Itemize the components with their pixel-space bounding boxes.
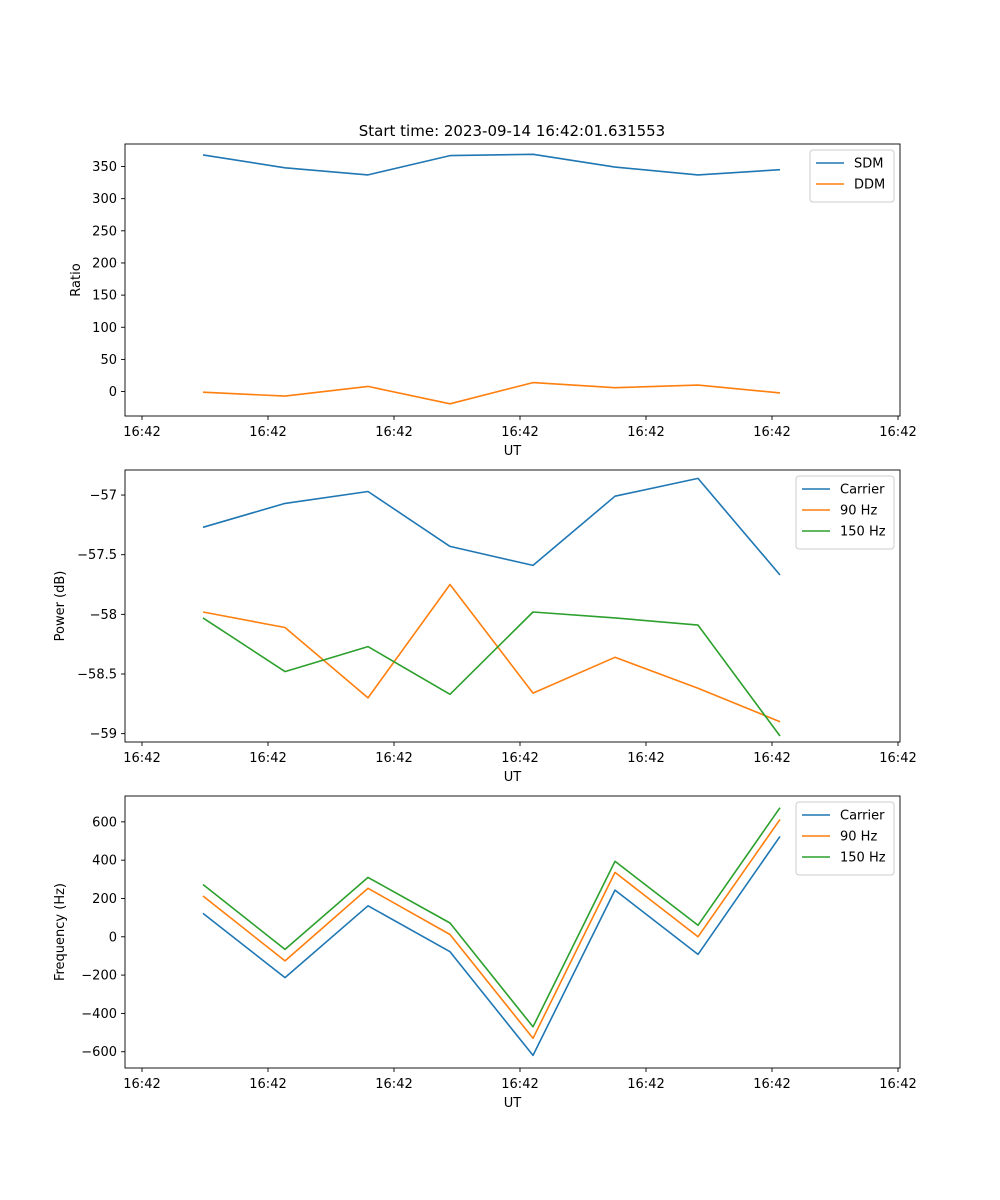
y-tick-label: 300 <box>92 192 117 207</box>
x-tick-label: 16:42 <box>879 1077 916 1092</box>
x-tick-label: 16:42 <box>123 1077 160 1092</box>
y-tick-label: 0 <box>109 930 117 945</box>
series-line-ddm <box>202 381 781 405</box>
series-line-90-hz <box>202 818 781 1040</box>
y-tick-label: −57.5 <box>77 548 117 563</box>
y-axis-label: Frequency (Hz) <box>53 883 68 981</box>
x-tick-label: 16:42 <box>123 751 160 766</box>
y-tick-label: 350 <box>92 160 117 175</box>
panel-2: −59 −58.5 −58 −57.5 −57 16:42 16:42 16:42 16:42 1… <box>53 469 917 785</box>
legend-label: DDM <box>854 178 885 193</box>
series-line-sdm <box>202 153 781 176</box>
legend-label: 150 Hz <box>840 851 886 866</box>
y-tick-label: −600 <box>81 1045 117 1060</box>
series-line-carrier <box>202 835 781 1057</box>
y-tick-label: −400 <box>81 1007 117 1022</box>
legend-label: Carrier <box>840 483 885 498</box>
x-axis-label: UT <box>504 1096 522 1111</box>
y-tick-label: −59 <box>90 727 117 742</box>
x-tick-label: 16:42 <box>501 1077 538 1092</box>
series-line-90-hz <box>202 583 781 723</box>
x-tick-label: 16:42 <box>627 425 664 440</box>
x-tick-label: 16:42 <box>753 751 790 766</box>
x-tick-label: 16:42 <box>753 425 790 440</box>
x-tick-label: 16:42 <box>501 425 538 440</box>
y-tick-label: 100 <box>92 321 117 336</box>
x-tick-label: 16:42 <box>123 425 160 440</box>
axes-frame <box>124 795 901 1069</box>
y-tick-label: 200 <box>92 892 117 907</box>
y-tick-label: 50 <box>100 353 117 368</box>
panel-1: 0 50 100 150 200 250 300 350 16:42 16:42 16:42 16:4… <box>69 143 917 459</box>
x-tick-label: 16:42 <box>249 751 286 766</box>
y-tick-label: 250 <box>92 224 117 239</box>
x-tick-label: 16:42 <box>879 751 916 766</box>
y-axis-label: Ratio <box>69 263 84 296</box>
axes-frame <box>124 143 901 417</box>
y-tick-label: −57 <box>90 489 117 504</box>
legend-label: 90 Hz <box>840 504 877 519</box>
x-tick-label: 16:42 <box>879 425 916 440</box>
figure-title: Start time: 2023-09-14 16:42:01.631553 <box>359 122 665 140</box>
y-tick-label: 200 <box>92 256 117 271</box>
y-tick-label: −58 <box>90 608 117 623</box>
x-tick-label: 16:42 <box>627 751 664 766</box>
legend-label: SDM <box>854 157 883 172</box>
series-line-150-hz <box>202 807 781 1028</box>
legend: Carrier 90 Hz 150 Hz <box>795 475 895 550</box>
x-tick-label: 16:42 <box>375 751 412 766</box>
y-tick-label: −58.5 <box>77 668 117 683</box>
x-tick-label: 16:42 <box>375 425 412 440</box>
legend-label: 90 Hz <box>840 830 877 845</box>
legend-label: 150 Hz <box>840 525 886 540</box>
x-tick-label: 16:42 <box>501 751 538 766</box>
series-line-150-hz <box>202 611 781 737</box>
x-tick-label: 16:42 <box>627 1077 664 1092</box>
legend-label: Carrier <box>840 809 885 824</box>
y-axis-label: Power (dB) <box>53 571 68 642</box>
x-tick-label: 16:42 <box>249 1077 286 1092</box>
x-tick-label: 16:42 <box>249 425 286 440</box>
legend: Carrier 90 Hz 150 Hz <box>795 801 895 876</box>
y-tick-label: 600 <box>92 815 117 830</box>
y-tick-label: 150 <box>92 289 117 304</box>
panel-3: −600 −400 −200 0 200 400 600 16:42 16:42 16:42 16:… <box>53 795 917 1111</box>
x-axis-label: UT <box>504 444 522 459</box>
series-line-carrier <box>202 477 781 576</box>
y-tick-label: 400 <box>92 854 117 869</box>
x-tick-label: 16:42 <box>375 1077 412 1092</box>
x-axis-label: UT <box>504 770 522 785</box>
axes-frame <box>124 469 901 743</box>
y-tick-label: −200 <box>81 969 117 984</box>
y-tick-label: 0 <box>109 385 117 400</box>
legend: SDM DDM <box>809 149 895 203</box>
x-tick-label: 16:42 <box>753 1077 790 1092</box>
